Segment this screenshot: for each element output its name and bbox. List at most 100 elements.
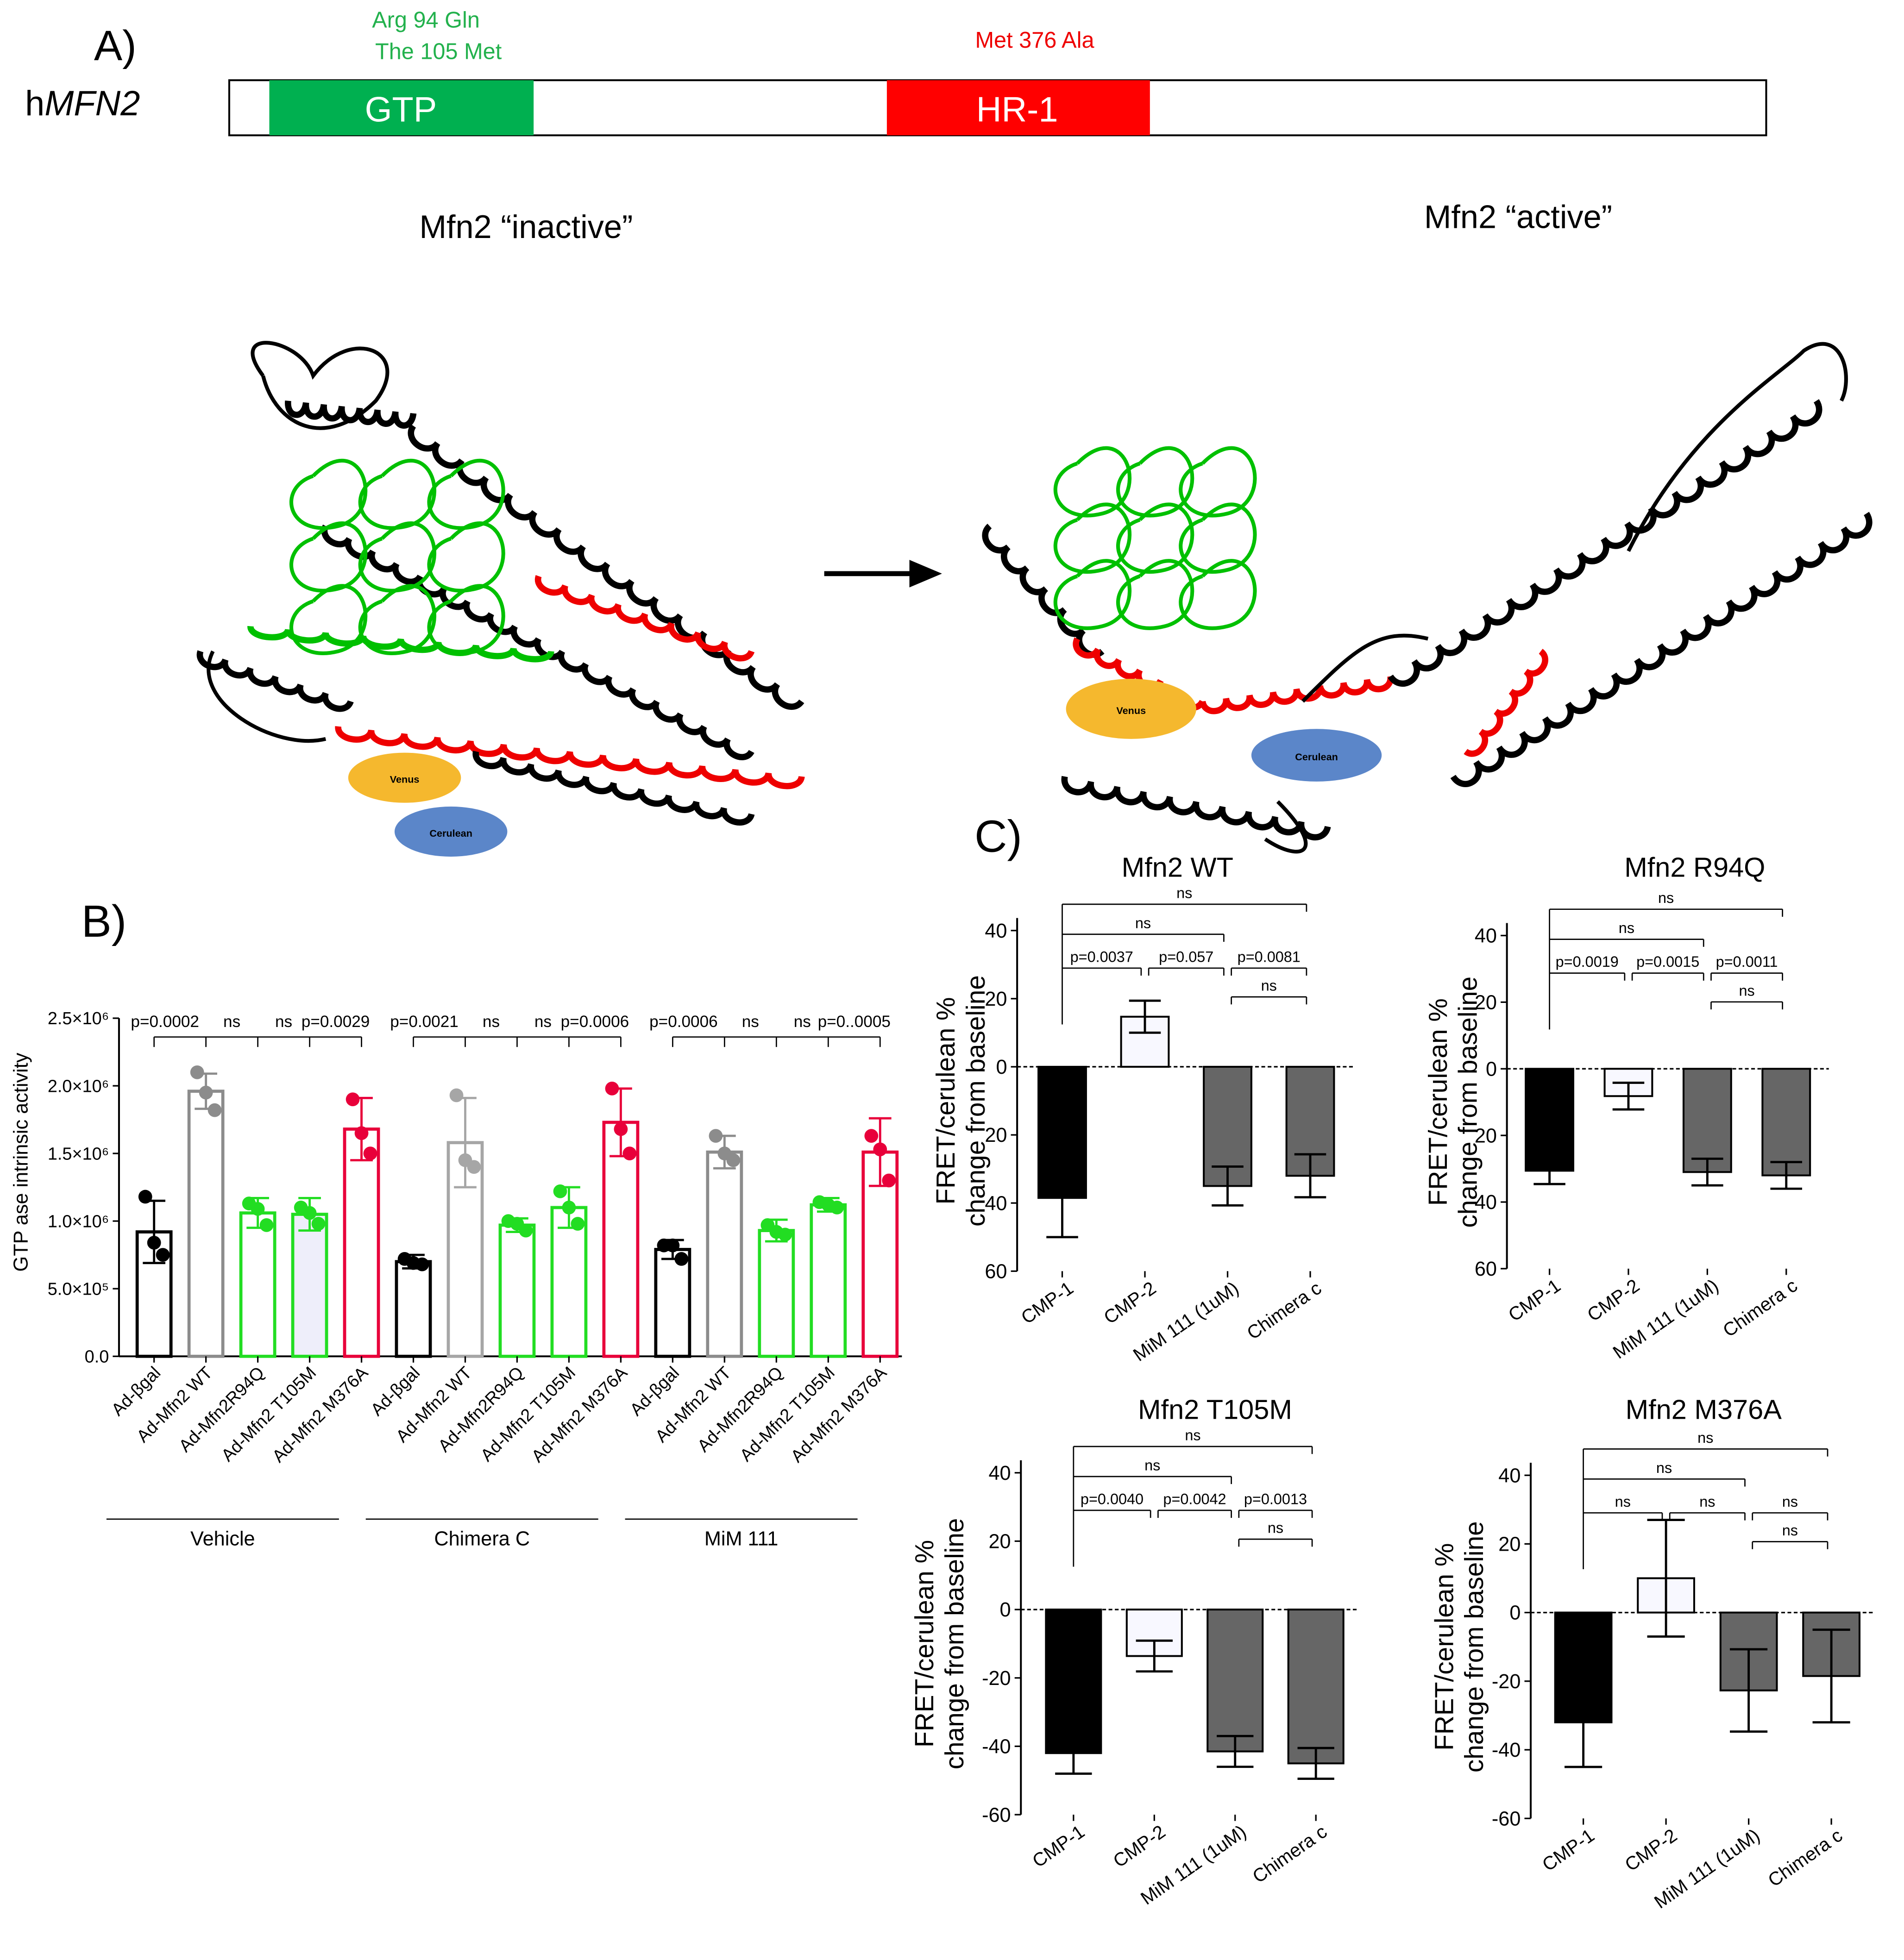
significance-label: p=0.0037 [1070,948,1133,965]
significance-label: p=0.0019 [1556,953,1619,970]
y-axis-label: change from baseline [1460,1521,1489,1772]
y-axis-label: FRET/cerulean % [931,997,961,1204]
data-point [311,1217,326,1231]
data-point [147,1235,161,1250]
y-axis-label: FRET/cerulean % [910,1540,939,1747]
error-bar [1297,1747,1334,1780]
structure-loop [251,341,390,430]
y-tick-label: -40 [982,1736,1011,1758]
y-tick-label: 40 [1475,925,1497,947]
data-point [467,1160,481,1174]
structure-loop [1627,342,1848,552]
data-point [830,1201,844,1215]
significance-label: ns [1185,1427,1200,1443]
y-tick-label: 40 [1498,1465,1521,1487]
significance-label: ns [1135,914,1151,931]
data-point [562,1201,576,1215]
panel-label: A) [94,22,137,69]
significance-label: p=0.0011 [1716,953,1778,970]
domain-label: HR-1 [976,90,1058,129]
bar [1682,1068,1732,1173]
significance-label: p=0.0006 [649,1013,718,1031]
y-tick-label: 1.0×10⁶ [48,1212,109,1231]
bar [1525,1068,1575,1172]
mutation-label: Arg 94 Gln [372,8,480,33]
bar [291,1213,328,1358]
y-tick-label: 20 [985,988,1007,1010]
y-tick-label: 60 [985,1260,1007,1283]
bar [1761,1068,1811,1177]
y-tick-label: 40 [1475,1191,1497,1214]
error-bar [1691,1158,1723,1187]
data-point [726,1153,741,1167]
structure-title: Mfn2 “inactive” [419,208,633,245]
error-bar [1217,1735,1254,1768]
error-bar [1055,1731,1092,1775]
x-tick-label: Ad-Mfn2 M376A [787,1363,891,1466]
data-point [674,1252,689,1266]
gene-name: MFN2 [44,84,140,123]
x-tick-label: CMP-1 [1504,1275,1565,1326]
significance-label: ns [1697,1429,1713,1446]
structure-loop [1301,633,1429,703]
structure-helix [285,400,417,429]
x-tick-label: Ad-Mfn2 M376A [269,1363,372,1466]
structure-loop [1116,446,1194,518]
cerulean [1251,729,1382,782]
y-tick-label: 40 [985,920,1007,942]
structure-loop [1053,559,1131,630]
data-point [251,1202,265,1216]
significance-label: ns [1699,1493,1715,1510]
x-tick-label: Ad-Mfn2 T105M [218,1363,320,1465]
y-tick-label: -60 [982,1804,1011,1826]
data-point [571,1217,585,1231]
structure-loop [1264,800,1308,854]
structure-loop [289,584,368,655]
bar [810,1203,847,1358]
significance-label: ns [1176,884,1192,901]
significance-label: ns [1268,1520,1283,1536]
y-tick-label: 40 [988,1462,1011,1484]
mutation-label: Met 376 Ala [975,28,1094,53]
data-point [190,1065,204,1079]
data-point [778,1227,792,1242]
significance-label: p=0.0006 [561,1013,629,1031]
significance-label: p=0.0002 [131,1013,199,1031]
bar [706,1150,743,1358]
y-tick-label: -40 [1492,1739,1521,1761]
structure-loop [289,458,368,530]
data-point [259,1218,274,1232]
mutation-label: The 105 Met [375,39,502,64]
y-tick-label: 5.0×10⁵ [48,1279,109,1299]
bar [758,1229,795,1358]
structure-loop [1053,502,1131,574]
x-tick-label: CMP-2 [1100,1277,1160,1328]
significance-label: ns [742,1013,759,1031]
y-tick-label: -60 [1492,1808,1521,1830]
chart-title: Mfn2 R94Q [1624,852,1765,883]
significance-label: ns [1782,1522,1798,1539]
x-tick-label: Ad-Mfn2 T105M [736,1363,839,1465]
structure-loop [1179,446,1257,518]
bar [343,1127,380,1358]
structure-helix [982,524,1105,658]
error-bar [1046,1158,1078,1239]
y-tick-label: 2.5×10⁶ [48,1009,109,1028]
fluorophore-label: Venus [390,774,420,785]
y-axis-label: change from baseline [961,975,991,1227]
group-label: Chimera C [434,1528,530,1550]
error-bar [1812,1628,1850,1724]
structure-loop [1053,446,1131,518]
structure-helix [472,751,755,826]
data-point [882,1173,896,1188]
data-point [415,1257,429,1271]
y-tick-label: 0 [996,1056,1007,1078]
data-point [199,1085,213,1100]
y-tick-label: 20 [1475,1125,1497,1147]
group-label: Vehicle [190,1528,255,1550]
error-bar [1612,1082,1645,1111]
group-label: MiM 111 [704,1528,778,1550]
significance-label: ns [223,1013,240,1031]
